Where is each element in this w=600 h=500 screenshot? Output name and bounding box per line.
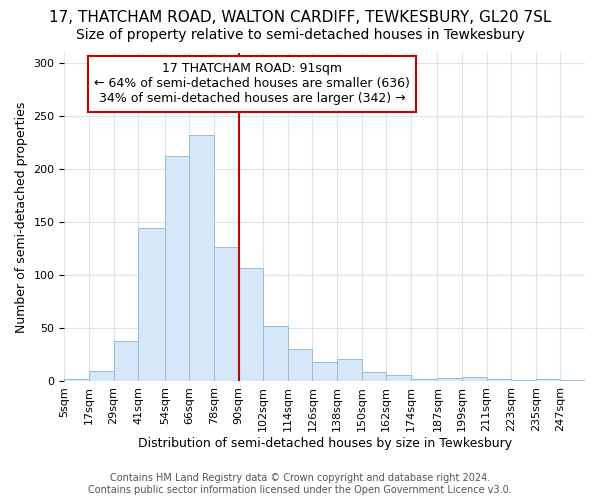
Bar bbox=[214, 246, 239, 382]
Text: Contains HM Land Registry data © Crown copyright and database right 2024.
Contai: Contains HM Land Registry data © Crown c… bbox=[88, 474, 512, 495]
Bar bbox=[462, 377, 487, 382]
Bar bbox=[64, 380, 89, 382]
Bar bbox=[113, 341, 138, 382]
Y-axis label: Number of semi-detached properties: Number of semi-detached properties bbox=[15, 102, 28, 332]
Bar bbox=[138, 228, 165, 382]
Bar bbox=[89, 371, 113, 382]
Text: 17, THATCHAM ROAD, WALTON CARDIFF, TEWKESBURY, GL20 7SL: 17, THATCHAM ROAD, WALTON CARDIFF, TEWKE… bbox=[49, 10, 551, 25]
Bar bbox=[487, 380, 511, 382]
Bar bbox=[288, 348, 313, 382]
Bar bbox=[511, 380, 536, 382]
Bar bbox=[190, 136, 214, 382]
Text: 17 THATCHAM ROAD: 91sqm
← 64% of semi-detached houses are smaller (636)
34% of s: 17 THATCHAM ROAD: 91sqm ← 64% of semi-de… bbox=[94, 62, 410, 106]
Bar bbox=[337, 359, 362, 382]
Bar bbox=[536, 380, 560, 382]
Bar bbox=[411, 380, 437, 382]
Bar bbox=[560, 380, 585, 382]
Bar bbox=[437, 378, 462, 382]
Bar bbox=[362, 372, 386, 382]
Bar bbox=[165, 156, 190, 382]
Bar bbox=[386, 375, 411, 382]
X-axis label: Distribution of semi-detached houses by size in Tewkesbury: Distribution of semi-detached houses by … bbox=[137, 437, 512, 450]
Bar bbox=[313, 362, 337, 382]
Bar bbox=[239, 268, 263, 382]
Text: Size of property relative to semi-detached houses in Tewkesbury: Size of property relative to semi-detach… bbox=[76, 28, 524, 42]
Bar bbox=[263, 326, 288, 382]
